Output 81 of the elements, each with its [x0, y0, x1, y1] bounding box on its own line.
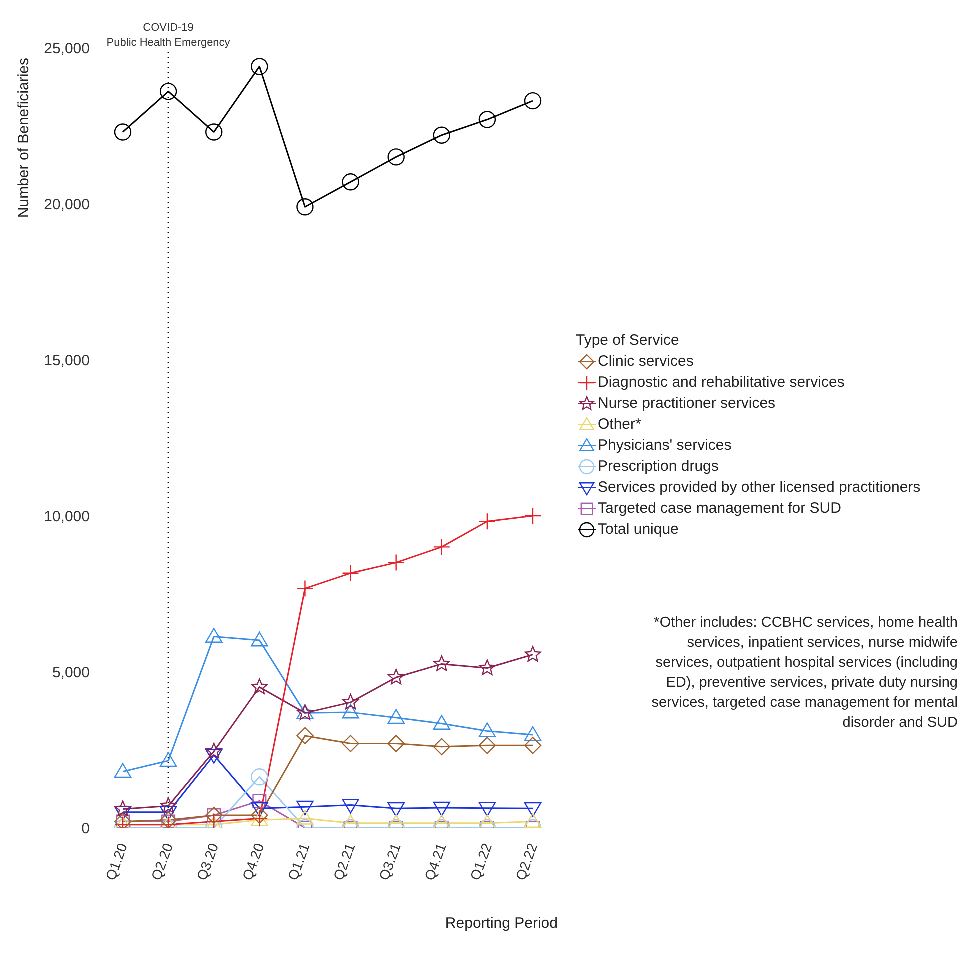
x-tick-label: Q1.21: [284, 841, 313, 883]
point: [433, 715, 450, 730]
point: [342, 174, 360, 191]
x-tick-label: Q2.21: [330, 841, 358, 883]
point: [524, 92, 542, 110]
point: [388, 554, 405, 572]
point: [433, 126, 450, 144]
point: [478, 513, 496, 530]
point: [524, 646, 542, 662]
point: [206, 124, 223, 141]
point: [388, 148, 405, 166]
point: [296, 810, 314, 825]
point: [160, 83, 178, 100]
point: [206, 813, 223, 828]
text: *Other includes: CCBHC services, home health services, inpatient services, nurse midwife services, outpatient hospital services (including ED), preventive services, private duty nursing services, targeted case management for mental disorder and SUD: [650, 614, 958, 733]
x-tick-label: Q3.21: [376, 841, 404, 883]
point: [252, 794, 267, 808]
point: [434, 656, 450, 672]
point: [114, 124, 132, 141]
point: [433, 738, 450, 756]
point: [524, 726, 542, 742]
x-tick-label: Q4.20: [239, 841, 268, 883]
point: [342, 564, 360, 582]
point: [206, 628, 223, 643]
point: [388, 814, 405, 828]
x-axis-title: Reporting Period: [445, 915, 558, 932]
point: [342, 735, 360, 752]
legend-label: Diagnostic and rehabilitative services: [598, 373, 845, 393]
legend-label: Total unique: [598, 520, 679, 540]
point: [296, 727, 314, 745]
point: [160, 812, 178, 828]
point: [433, 814, 450, 828]
ref-line-label: COVID-19 Public Health Emergency: [106, 22, 231, 49]
y-tick-label: 15,000: [44, 352, 90, 370]
point: [388, 735, 405, 752]
legend-label: Services provided by other licensed practitioners: [598, 478, 921, 498]
point: [433, 538, 450, 556]
y-tick-label: 5,000: [52, 664, 90, 682]
legend-label: Prescription drugs: [598, 457, 719, 477]
point: [114, 763, 132, 778]
point: [342, 694, 359, 710]
point: [160, 752, 178, 768]
point: [342, 814, 360, 828]
point: [524, 507, 542, 525]
x-tick-label: Q1.20: [102, 841, 131, 883]
legend-label: Clinic services: [598, 352, 694, 372]
point: [524, 737, 542, 754]
legend-label: Other*: [598, 415, 642, 435]
point: [388, 709, 405, 724]
legend-label: Nurse practitioner services: [598, 394, 776, 414]
x-tick-label: Q2.20: [148, 841, 176, 883]
point: [251, 632, 268, 647]
y-tick-label: 25,000: [44, 40, 90, 58]
point: [251, 58, 268, 76]
point: [478, 111, 496, 128]
legend-title: Type of Service: [576, 331, 680, 351]
legend-label: Physicians' services: [598, 436, 732, 456]
point: [296, 198, 314, 216]
point: [342, 704, 360, 719]
point: [251, 806, 268, 824]
y-tick-label: 0: [82, 820, 90, 838]
point: [160, 798, 177, 814]
y-tick-label: 10,000: [44, 508, 90, 526]
legend-label: Targeted case management for SUD: [598, 499, 842, 519]
point: [478, 737, 496, 754]
point: [296, 580, 314, 598]
x-tick-label: Q1.22: [466, 841, 496, 883]
point: [478, 722, 496, 738]
point: [251, 678, 268, 694]
x-tick-label: Q4.21: [421, 841, 450, 883]
point: [114, 800, 132, 816]
point: [478, 814, 496, 828]
y-axis-title: Number of Beneficiaries: [16, 58, 33, 218]
x-tick-label: Q3.20: [194, 841, 222, 883]
point: [388, 669, 405, 685]
y-tick-label: 20,000: [44, 196, 90, 214]
point: [206, 742, 222, 759]
point: [524, 813, 542, 828]
point: [251, 768, 268, 786]
point: [479, 660, 496, 676]
x-tick-label: Q2.22: [512, 841, 541, 883]
